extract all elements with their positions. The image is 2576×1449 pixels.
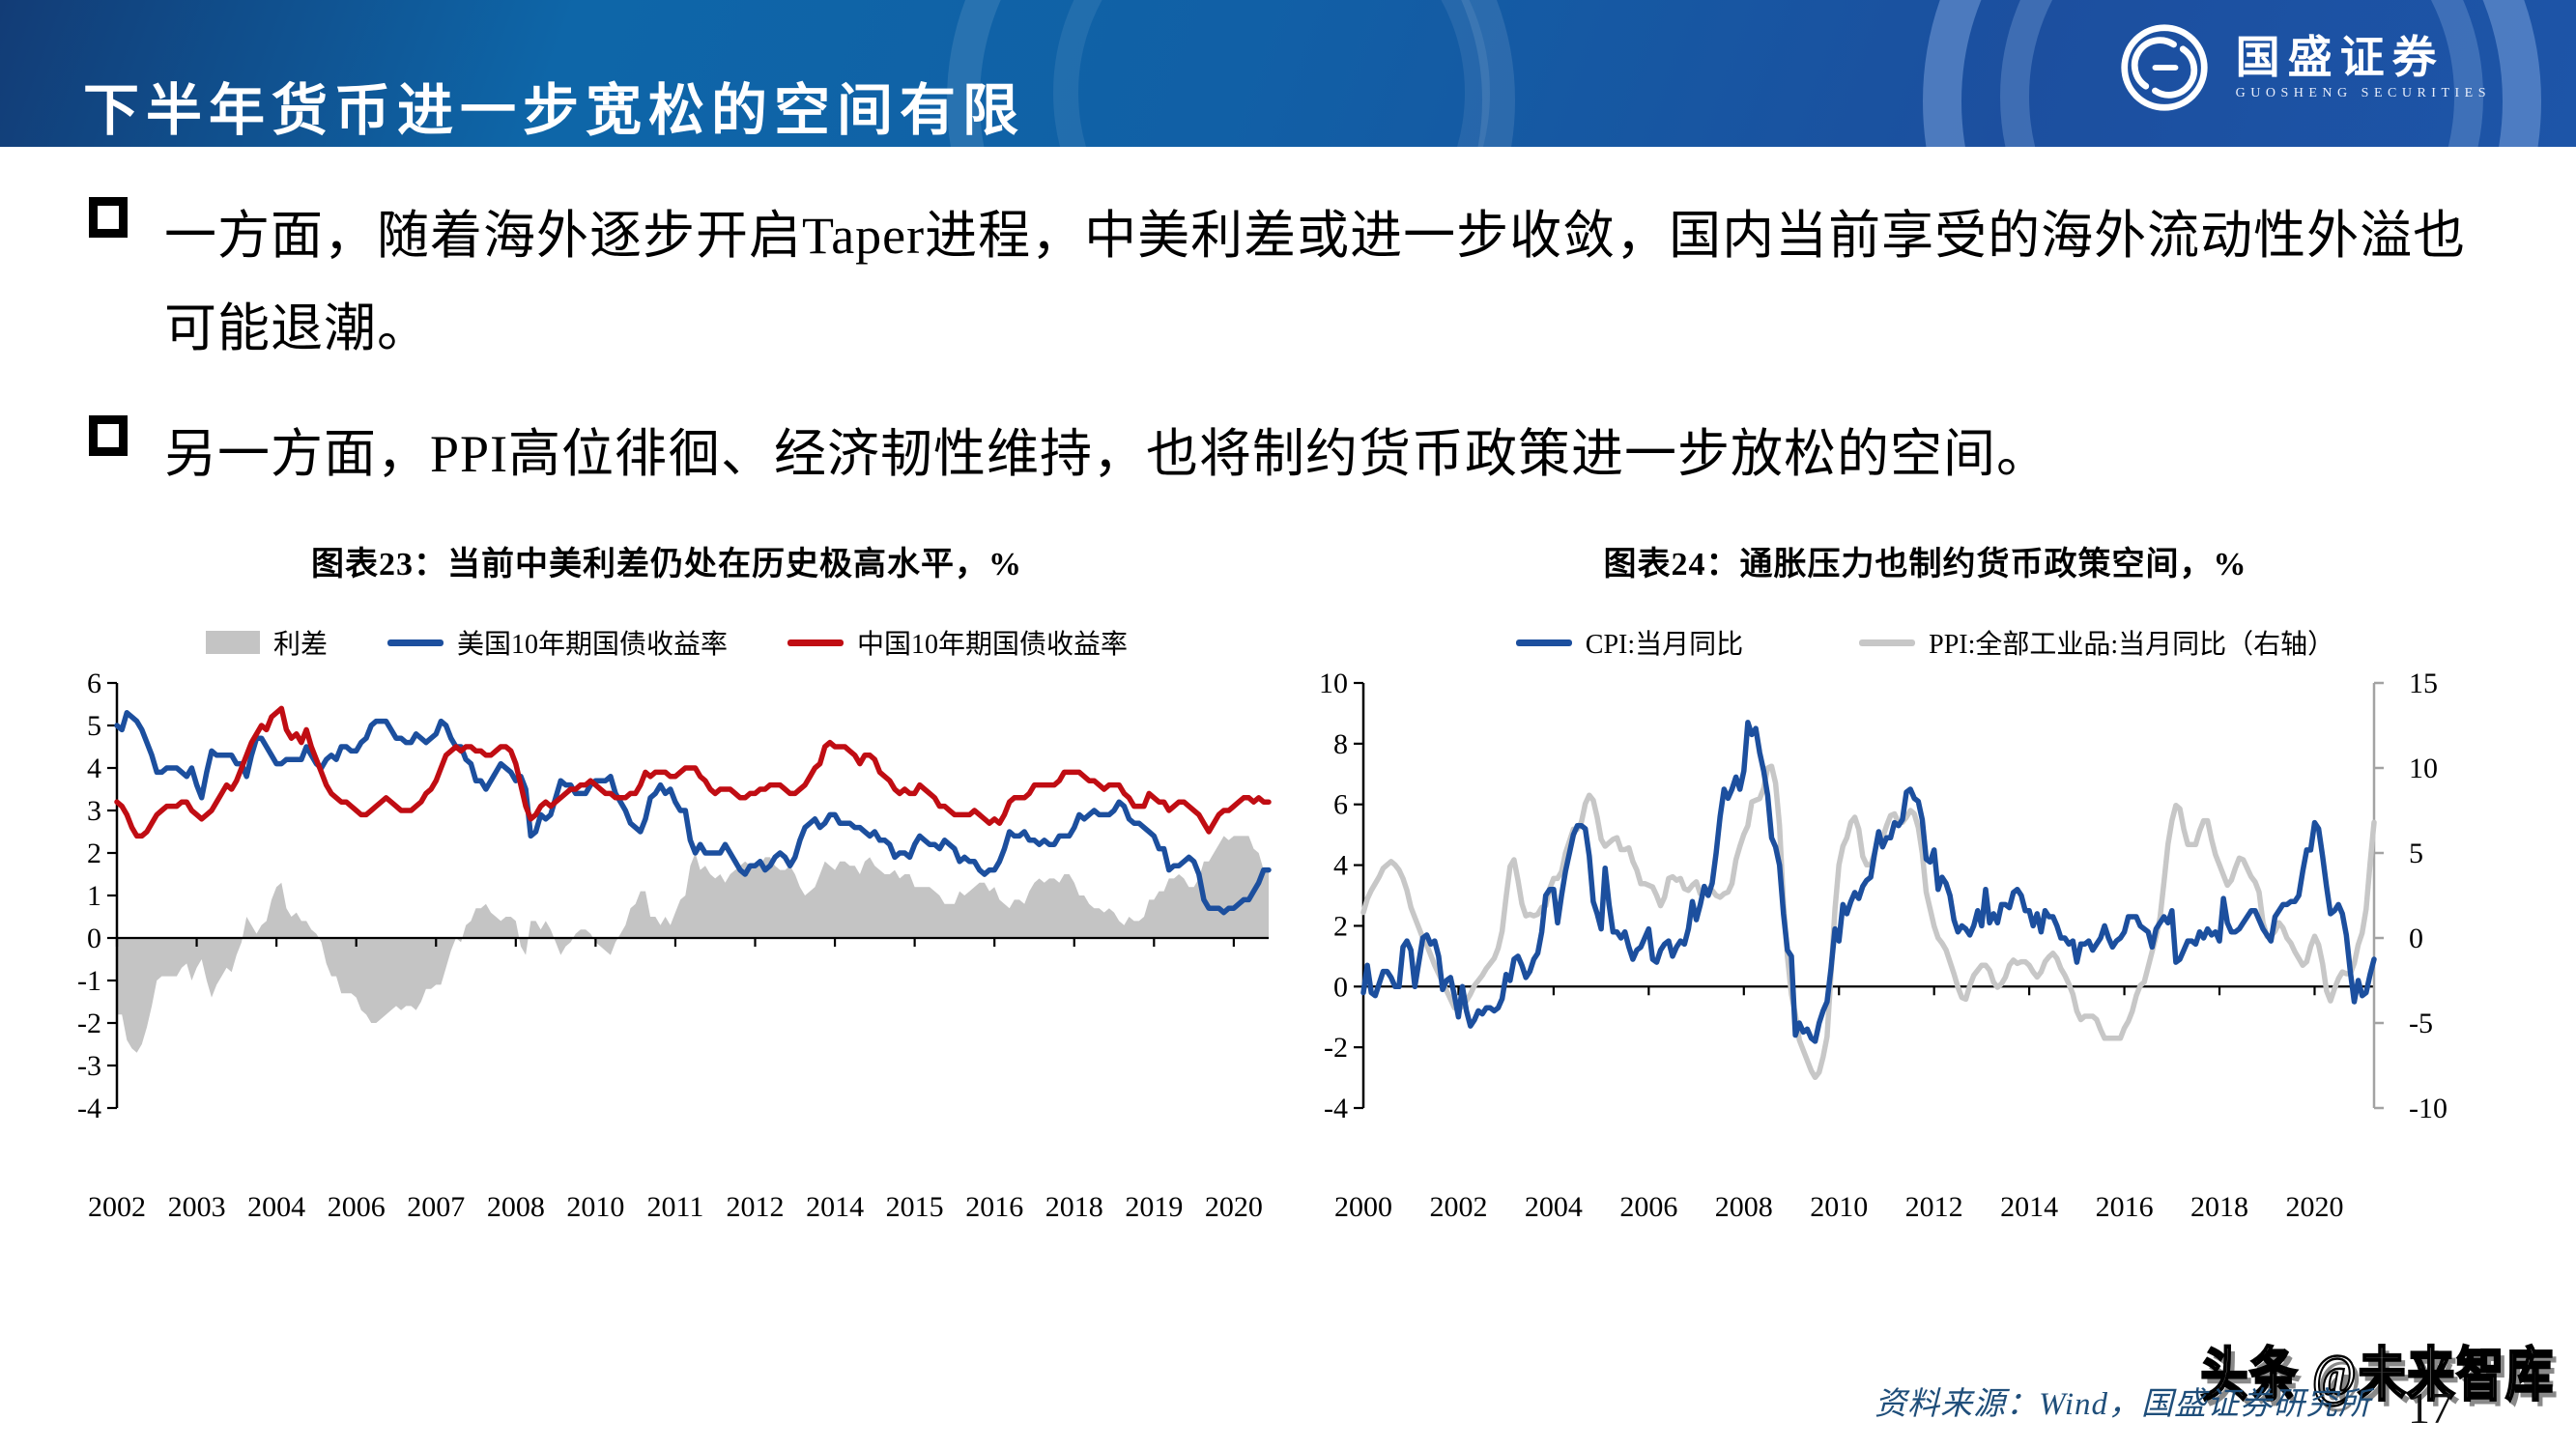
legend-item: PPI:全部工业品:当月同比（右轴） (1859, 623, 2334, 662)
svg-text:0: 0 (2409, 923, 2423, 954)
bullet-text: 另一方面，PPI高位徘徊、经济韧性维持，也将制约货币政策进一步放松的空间。 (164, 425, 2050, 484)
legend-label: CPI:当月同比 (1585, 630, 1744, 660)
svg-text:2016: 2016 (2096, 1191, 2154, 1223)
svg-text:2008: 2008 (487, 1191, 545, 1223)
svg-text:-4: -4 (77, 1093, 101, 1124)
svg-text:10: 10 (2409, 753, 2438, 784)
legend-label: 中国10年期国债收益率 (857, 630, 1129, 660)
watermark: 头条 @未来智库 (2200, 1343, 2555, 1409)
svg-text:2: 2 (1333, 910, 1348, 942)
chart-canvas: 10 8 6 4 2 0 -2 -4 2000 2002 2004 2006 2008 2010 2012 2… (1319, 669, 2447, 1223)
svg-text:2000: 2000 (1334, 1191, 1392, 1223)
svg-text:2011: 2011 (646, 1191, 703, 1223)
svg-text:2008: 2008 (1715, 1191, 1773, 1223)
bullet-square-icon (89, 197, 128, 238)
svg-text:2004: 2004 (1525, 1191, 1583, 1223)
header-bar: 下半年货币进一步宽松的空间有限 国盛证券 GUOSHENG SECURITIES (0, 0, 2576, 147)
svg-text:2012: 2012 (1905, 1191, 1963, 1223)
bullet-item: 一方面，随着海外逐步开启Taper进程，中美利差或进一步收敛，国内当前享受的海外… (89, 189, 2508, 375)
logo-name: 国盛证券 (2235, 32, 2445, 82)
legend-label: 利差 (272, 630, 328, 660)
svg-text:2020: 2020 (1205, 1191, 1263, 1223)
chart-legend: CPI:当月同比 PPI:全部工业品:当月同比（右轴） (1300, 623, 2551, 662)
logo-text: 国盛证券 GUOSHENG SECURITIES (2235, 32, 2491, 102)
svg-text:-2: -2 (77, 1008, 101, 1039)
svg-text:2020: 2020 (2285, 1191, 2343, 1223)
svg-text:2014: 2014 (806, 1191, 864, 1223)
svg-text:2019: 2019 (1125, 1191, 1183, 1223)
svg-text:6: 6 (87, 669, 101, 699)
decorative-swoosh (1053, 0, 1490, 147)
svg-text:2004: 2004 (247, 1191, 305, 1223)
legend-label: 美国10年期国债收益率 (456, 630, 728, 660)
bullet-item: 另一方面，PPI高位徘徊、经济韧性维持，也将制约货币政策进一步放松的空间。 (89, 408, 2508, 500)
svg-text:2007: 2007 (407, 1191, 465, 1223)
svg-text:0: 0 (1333, 971, 1348, 1003)
chart-title: 图表23：当前中美利差仍处在历史极高水平，% (311, 547, 1022, 582)
svg-text:10: 10 (1319, 669, 1348, 699)
chart-title: 图表24：通胀压力也制约货币政策空间，% (1603, 547, 2247, 582)
svg-text:2010: 2010 (1810, 1191, 1868, 1223)
svg-text:-10: -10 (2409, 1093, 2447, 1124)
legend-swatch-line-icon (787, 639, 844, 646)
svg-text:2010: 2010 (566, 1191, 624, 1223)
decorative-swoosh (947, 0, 1515, 147)
chart-legend: 利差 美国10年期国债收益率 中国10年期国债收益率 (53, 623, 1280, 662)
svg-text:2002: 2002 (88, 1191, 146, 1223)
svg-text:2003: 2003 (168, 1191, 226, 1223)
source-note: 资料来源：Wind，国盛证券研究所 (1875, 1387, 2371, 1422)
bullet-text: 一方面，随着海外逐步开启Taper进程，中美利差或进一步收敛，国内当前享受的海外… (164, 207, 2467, 358)
svg-text:2006: 2006 (328, 1191, 386, 1223)
logo-emblem-icon (2121, 24, 2208, 111)
legend-item: CPI:当月同比 (1515, 623, 1744, 662)
svg-text:3: 3 (87, 795, 101, 827)
svg-text:-2: -2 (1324, 1032, 1348, 1064)
svg-text:6: 6 (1333, 789, 1348, 821)
logo-subname: GUOSHENG SECURITIES (2235, 86, 2491, 101)
svg-text:2006: 2006 (1619, 1191, 1677, 1223)
chart-canvas: 6 5 4 3 2 1 0 -1 -2 -3 -4 2002 2003 2004 2006 2007 2008 2… (77, 669, 1272, 1223)
svg-text:2014: 2014 (2000, 1191, 2058, 1223)
svg-text:8: 8 (1333, 728, 1348, 760)
page-title: 下半年货币进一步宽松的空间有限 (83, 78, 1026, 142)
legend-item: 中国10年期国债收益率 (787, 623, 1128, 662)
figure-chart-cpi-ppi: 图表24：通胀压力也制约货币政策空间，% CPI:当月同比 PPI:全部工业品:当… (1300, 537, 2551, 1249)
svg-text:-3: -3 (77, 1050, 101, 1082)
svg-text:2016: 2016 (965, 1191, 1023, 1223)
bullet-square-icon (89, 415, 128, 457)
bullet-list: 一方面，随着海外逐步开启Taper进程，中美利差或进一步收敛，国内当前享受的海外… (89, 189, 2508, 533)
svg-text:2018: 2018 (2190, 1191, 2248, 1223)
svg-text:2015: 2015 (886, 1191, 944, 1223)
svg-text:5: 5 (87, 710, 101, 742)
svg-text:0: 0 (87, 923, 101, 954)
svg-text:-1: -1 (77, 965, 101, 997)
svg-text:15: 15 (2409, 669, 2438, 699)
svg-text:4: 4 (1333, 850, 1348, 882)
svg-text:2002: 2002 (1429, 1191, 1487, 1223)
legend-item: 美国10年期国债收益率 (386, 623, 728, 662)
svg-text:-4: -4 (1324, 1093, 1348, 1124)
svg-text:4: 4 (87, 753, 101, 784)
legend-swatch-area-icon (205, 631, 260, 654)
legend-swatch-line-icon (1515, 639, 1572, 646)
svg-text:2012: 2012 (727, 1191, 785, 1223)
legend-swatch-line-icon (1859, 639, 1916, 646)
svg-text:2018: 2018 (1045, 1191, 1103, 1223)
page-number: 17 (2408, 1383, 2452, 1433)
svg-text:1: 1 (87, 880, 101, 912)
logo: 国盛证券 GUOSHENG SECURITIES (2118, 21, 2491, 114)
svg-text:-5: -5 (2409, 1008, 2433, 1039)
svg-text:5: 5 (2409, 838, 2423, 869)
legend-swatch-line-icon (386, 639, 444, 646)
legend-label: PPI:全部工业品:当月同比（右轴） (1929, 630, 2335, 660)
svg-text:2: 2 (87, 838, 101, 869)
legend-item: 利差 (205, 623, 328, 662)
figure-chart-interest-rate-spread: 图表23：当前中美利差仍处在历史极高水平，% 利差 美国10年期国债收益率 中国10… (53, 537, 1280, 1249)
